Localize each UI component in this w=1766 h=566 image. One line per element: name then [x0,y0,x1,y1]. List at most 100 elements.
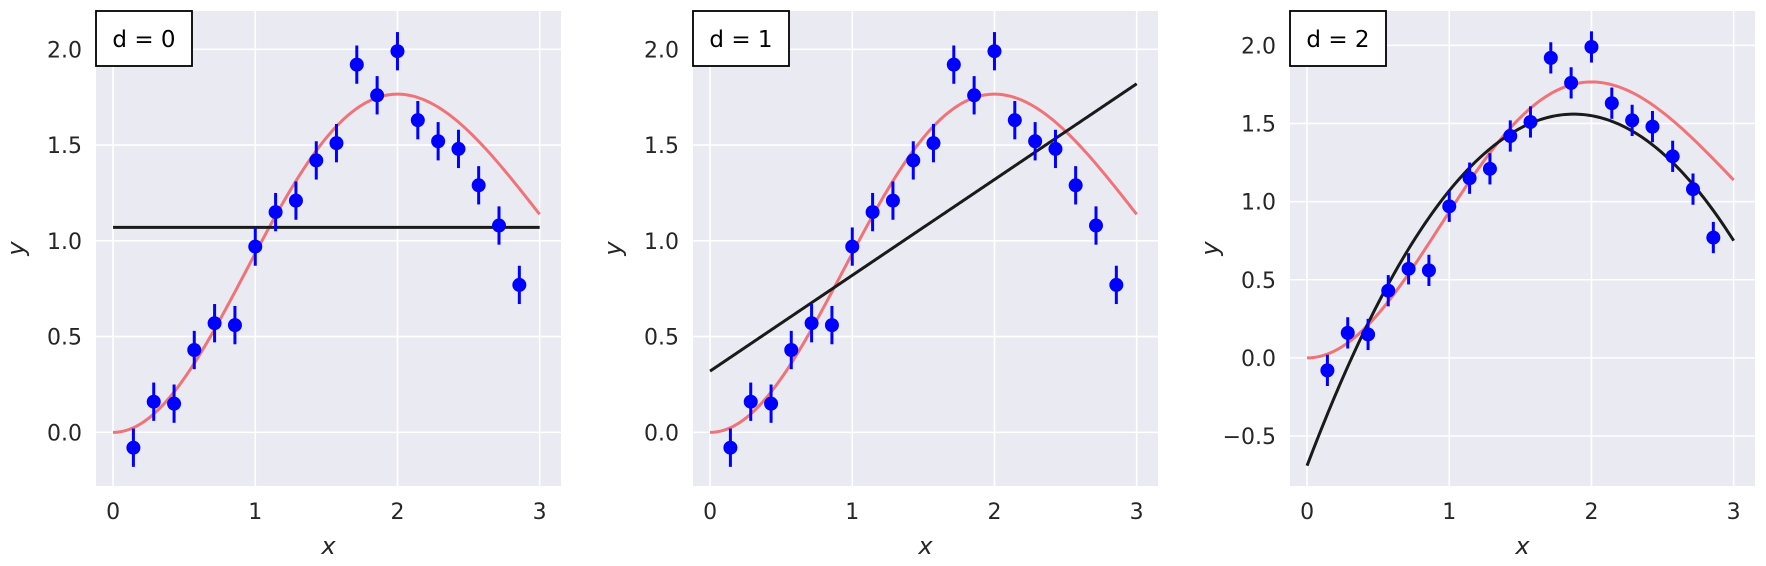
data-point [987,44,1002,59]
data-point [723,440,738,455]
plot-area [96,11,561,486]
fit-line [1305,112,1735,467]
data-point [1564,75,1579,90]
degree-annotation-box [1289,10,1387,67]
data-point [1604,96,1619,111]
data-point [885,193,900,208]
x-tick-label: 2 [987,500,1001,525]
data-point [1048,141,1063,156]
data-point [1028,134,1043,149]
data-point [146,394,161,409]
data-point [1320,363,1335,378]
data-point [865,205,880,220]
data-point [1665,149,1680,164]
subplot-d2: 0 1 2 3 −0.5 0.0 0.5 1.0 1.5 2.0 x y d = 2 [1196,10,1755,560]
x-tick-label: 3 [533,500,547,525]
subplot-d1: 0 1 2 3 0.0 0.5 1.0 1.5 2.0 x y d = 1 [599,10,1158,560]
data-point [1007,113,1022,128]
x-tick-label: 1 [248,500,262,525]
data-point [967,88,982,103]
y-tick-label: 0.5 [644,326,679,351]
data-point [1503,129,1518,143]
x-tick-label: 2 [390,500,404,525]
x-tick-label: 0 [106,500,120,525]
x-axis-label: x [1514,532,1530,560]
data-point [349,57,364,72]
y-tick-label: −0.5 [1223,425,1276,450]
y-tick-label: 0.0 [644,421,679,446]
data-point [1482,161,1497,176]
data-point [370,88,385,103]
data-point [1109,277,1124,292]
y-axis-label: y [2,241,30,257]
data-point [268,205,283,220]
data-point [471,178,486,193]
plot-area [1290,11,1755,486]
data-point [743,394,758,409]
y-tick-label: 1.5 [1241,113,1276,138]
subplot-d0: 0 1 2 3 0.0 0.5 1.0 1.5 2.0 x y d = 0 [2,10,561,560]
x-tick-label: 1 [1442,500,1456,525]
degree-annotation: d = 2 [1306,27,1369,53]
data-point [512,277,527,292]
data-point [1340,325,1355,340]
data-point [764,396,779,411]
plot-area [693,11,1158,486]
data-point [288,193,303,208]
y-tick-label: 0.0 [1241,347,1276,372]
data-point [309,153,324,168]
x-axis-label: x [917,532,933,560]
data-point [906,153,921,168]
data-point [126,440,141,455]
data-point [248,239,263,254]
y-axis-label: y [1196,241,1224,257]
plot-series [1305,31,1735,467]
data-point [329,136,344,151]
data-point [492,218,506,233]
y-tick-label: 1.0 [1241,191,1276,216]
degree-annotation: d = 1 [709,27,772,53]
data-point [207,316,222,331]
data-point [1381,283,1396,298]
data-point [926,136,941,151]
data-point [390,44,405,59]
data-point [167,396,182,411]
data-point [410,113,425,128]
y-tick-label: 2.0 [644,38,679,63]
data-point [1462,171,1477,186]
degree-annotation-box [692,10,790,67]
data-point [451,141,466,156]
x-tick-label: 3 [1727,500,1741,525]
data-point [784,343,799,358]
y-tick-label: 0.5 [1241,269,1276,294]
y-tick-label: 2.0 [47,38,82,63]
data-point [1625,113,1640,128]
data-point [824,318,839,333]
data-point [1089,218,1103,233]
y-tick-label: 2.0 [1241,34,1276,59]
data-point [1523,114,1538,129]
x-tick-label: 1 [845,500,859,525]
degree-annotation-box [95,10,193,67]
data-point [1686,182,1700,197]
y-tick-label: 1.5 [644,134,679,159]
data-point [1401,261,1416,276]
data-point [1361,327,1376,342]
data-point [1584,39,1599,54]
x-axis-label: x [320,532,336,560]
data-point [1421,263,1436,278]
data-point [804,316,819,331]
data-point [845,239,860,254]
y-tick-label: 1.0 [644,230,679,255]
data-point [187,343,202,358]
x-tick-label: 0 [703,500,717,525]
data-point [1543,50,1558,65]
fit-line [709,82,1138,373]
true-function-curve [1307,80,1735,360]
data-point [227,318,242,333]
x-tick-label: 2 [1584,500,1598,525]
true-function-curve [113,92,541,434]
y-tick-label: 1.5 [47,134,82,159]
x-tick-label: 0 [1300,500,1314,525]
